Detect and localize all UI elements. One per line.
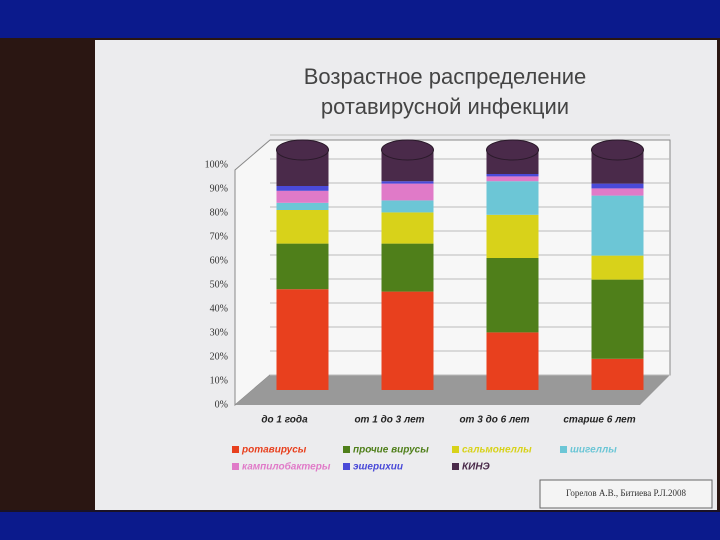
legend-label: эшерихии (353, 462, 403, 473)
bottom-band (0, 512, 720, 540)
legend-swatch (232, 446, 239, 453)
y-tick-label: 10% (210, 375, 228, 386)
y-tick-label: 60% (210, 255, 228, 266)
bar-segment (591, 279, 644, 359)
y-tick-label: 80% (210, 207, 228, 218)
floor (235, 375, 670, 405)
bar-segment (486, 214, 539, 258)
bar-segment (276, 243, 329, 290)
source-box (539, 479, 713, 509)
source: Горелов А.В., Битиева Р.Л.2008 (566, 488, 686, 498)
bar-segment (486, 176, 539, 182)
legend-label: кампилобактеры (242, 461, 331, 473)
bar-segment (276, 202, 329, 210)
x-tick-label: от 3 до 6 лет (459, 415, 529, 426)
y-tick-label: 90% (210, 183, 228, 194)
legend-label: прочие вирусы (353, 445, 429, 456)
bar-segment (276, 186, 329, 191)
chart-title: Возрастное распределение ротавирусной ин… (303, 64, 587, 119)
bar-segment (591, 255, 644, 280)
bar-segment (486, 332, 539, 390)
legend-swatch (343, 446, 350, 453)
bar-segment (591, 183, 644, 189)
legend-swatch (343, 463, 350, 470)
legend-swatch (560, 446, 567, 453)
bar-segment (381, 183, 434, 201)
bar-segment (276, 210, 329, 244)
x-tick-label: от 1 до 3 лет (354, 415, 424, 426)
bar-segment (591, 195, 644, 256)
legend-swatch (452, 463, 459, 470)
bar-segment (381, 243, 434, 292)
y-tick-label: 30% (210, 327, 228, 338)
cylinder-top (381, 139, 434, 161)
x-tick-label: старше 6 лет (563, 415, 635, 426)
y-tick-label: 70% (210, 231, 228, 242)
bar-segment (486, 174, 539, 177)
cylinder-top (276, 139, 329, 161)
top-band (0, 0, 720, 38)
y-tick-label: 50% (210, 279, 228, 290)
legend-swatch (232, 463, 239, 470)
bar-segment (381, 291, 434, 390)
cylinder-top (486, 139, 539, 161)
bar-segment (591, 358, 644, 390)
bar-segment (276, 289, 329, 390)
legend-label: сальмонеллы (462, 445, 532, 456)
legend-label: ротавирусы (241, 445, 307, 456)
bar-segment (381, 200, 434, 213)
y-tick-label: 100% (205, 159, 228, 170)
bar-segment (486, 181, 539, 215)
bar-segment (486, 258, 539, 333)
legend-label: КИНЭ (462, 462, 491, 473)
y-tick-label: 40% (210, 303, 228, 314)
bar-segment (381, 181, 434, 184)
x-tick-label: до 1 года (261, 415, 308, 426)
bar-segment (591, 188, 644, 196)
bar-segment (276, 190, 329, 203)
legend-label: шигеллы (570, 445, 617, 456)
legend-swatch (452, 446, 459, 453)
y-tick-label: 0% (215, 399, 228, 410)
y-tick-label: 20% (210, 351, 228, 362)
bar-segment (381, 212, 434, 244)
cylinder-top (591, 139, 644, 161)
